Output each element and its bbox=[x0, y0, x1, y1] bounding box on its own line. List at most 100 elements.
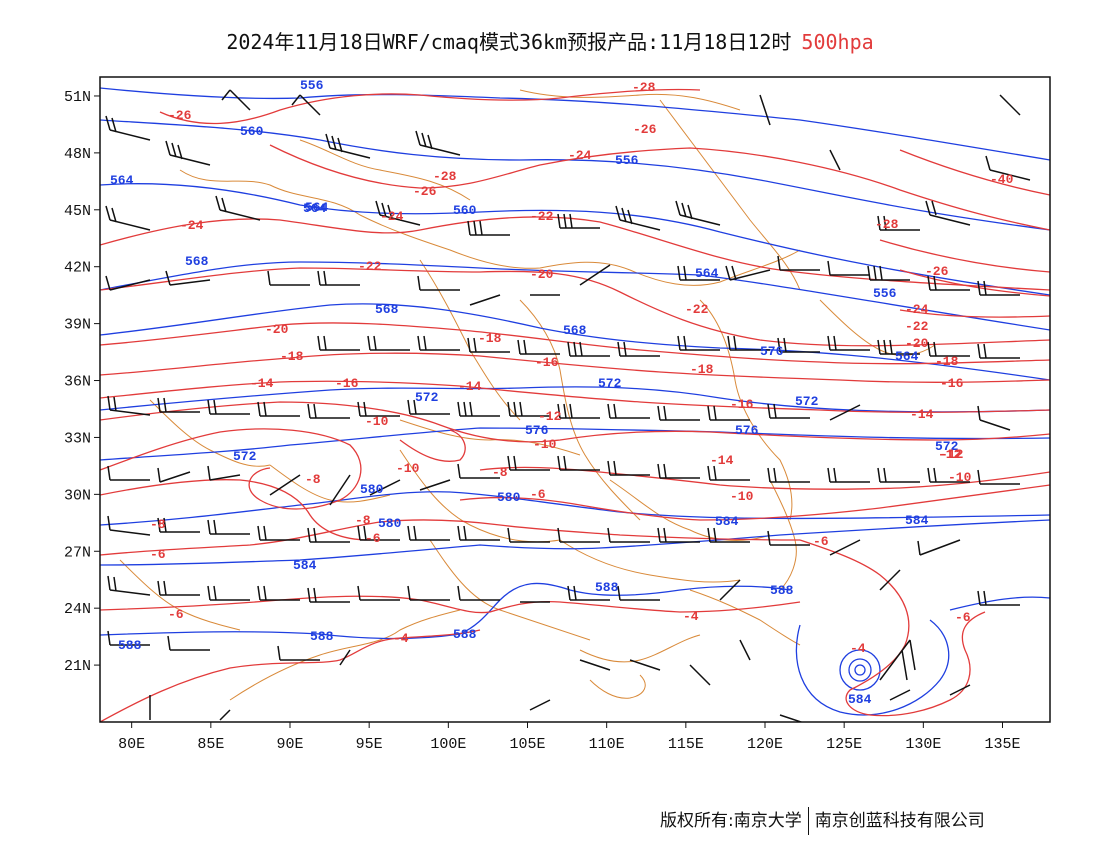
height-label: 588 bbox=[770, 583, 794, 598]
lat-tick-label: 27N bbox=[64, 544, 91, 561]
footer-left: 版权所有:南京大学 bbox=[660, 811, 802, 831]
lat-tick-label: 33N bbox=[64, 430, 91, 447]
height-label: 580 bbox=[497, 490, 521, 505]
lat-tick-label: 45N bbox=[64, 203, 91, 220]
temperature-label: -20 bbox=[905, 336, 929, 351]
height-label: 588 bbox=[595, 580, 619, 595]
temperature-label: -4 bbox=[850, 641, 866, 656]
temperature-label: -10 bbox=[396, 461, 420, 476]
temperature-label: -18 bbox=[478, 331, 502, 346]
temperature-label: -18 bbox=[690, 362, 714, 377]
temperature-label: -20 bbox=[530, 267, 554, 282]
lon-tick-label: 90E bbox=[276, 736, 303, 753]
lon-tick-label: 100E bbox=[430, 736, 466, 753]
height-label: 584 bbox=[715, 514, 739, 529]
height-label: 564 bbox=[895, 349, 919, 364]
temperature-label: -6 bbox=[530, 487, 546, 502]
temperature-label: -10 bbox=[365, 414, 389, 429]
height-label: 560 bbox=[240, 124, 264, 139]
temperature-label: -18 bbox=[935, 354, 959, 369]
lat-tick-label: 21N bbox=[64, 658, 91, 675]
height-label: 568 bbox=[563, 323, 587, 338]
height-label: 588 bbox=[118, 638, 142, 653]
temperature-label: -6 bbox=[365, 531, 381, 546]
lon-tick-label: 80E bbox=[118, 736, 145, 753]
lat-tick-label: 36N bbox=[64, 374, 91, 391]
wind-barbs bbox=[105, 89, 1031, 722]
temperature-label: -28 bbox=[433, 169, 457, 184]
temperature-label: -14 bbox=[710, 453, 734, 468]
temperature-label: -10 bbox=[948, 470, 972, 485]
height-label: 572 bbox=[415, 390, 439, 405]
height-label: 584 bbox=[293, 558, 317, 573]
lon-tick-label: 130E bbox=[905, 736, 941, 753]
temperature-label: -4 bbox=[683, 609, 699, 624]
temperature-label: -24 bbox=[568, 148, 592, 163]
temperature-label: -18 bbox=[280, 349, 304, 364]
temperature-label: -10 bbox=[533, 437, 557, 452]
height-label: 572 bbox=[233, 449, 257, 464]
height-label: 580 bbox=[360, 482, 384, 497]
height-label: 564 bbox=[303, 201, 327, 216]
temperature-label: -24 bbox=[905, 302, 929, 317]
height-label: 576 bbox=[525, 423, 549, 438]
height-label: 588 bbox=[310, 629, 334, 644]
height-label: 568 bbox=[185, 254, 209, 269]
temperature-label: -20 bbox=[265, 322, 289, 337]
temperature-label: -14 bbox=[458, 379, 482, 394]
footer-right: 南京创蓝科技有限公司 bbox=[814, 811, 985, 831]
lon-tick-label: 95E bbox=[356, 736, 383, 753]
temperature-label: -22 bbox=[358, 259, 382, 274]
height-label: 572 bbox=[598, 376, 622, 391]
lon-tick-label: 105E bbox=[509, 736, 545, 753]
map-frame bbox=[99, 76, 1051, 723]
height-label: 584 bbox=[905, 513, 929, 528]
temperature-label: -16 bbox=[730, 397, 754, 412]
height-label: 564 bbox=[695, 266, 719, 281]
height-label: 580 bbox=[378, 516, 402, 531]
temperature-label: -14 bbox=[250, 376, 274, 391]
temperature-label: -6 bbox=[168, 607, 184, 622]
temperature-label: -8 bbox=[492, 465, 508, 480]
temperature-label: -14 bbox=[910, 407, 934, 422]
temperature-label: -24 bbox=[380, 209, 404, 224]
lat-tick-label: 24N bbox=[64, 601, 91, 618]
temperature-label: -16 bbox=[535, 355, 559, 370]
footer-separator bbox=[807, 807, 809, 835]
temperature-label: -26 bbox=[925, 264, 949, 279]
temperature-label: -26 bbox=[413, 184, 437, 199]
map-title: 2024年11月18日WRF/cmaq模式36km预报产品:11月18日12时 5… bbox=[0, 26, 1100, 55]
height-label: 556 bbox=[615, 153, 639, 168]
copyright-footer: 版权所有:南京大学 南京创蓝科技有限公司 bbox=[660, 806, 985, 835]
lon-tick-label: 110E bbox=[589, 736, 625, 753]
lon-tick-label: 135E bbox=[984, 736, 1020, 753]
temperature-label: -26 bbox=[168, 108, 192, 123]
temperature-label: -12 bbox=[538, 409, 562, 424]
temperature-labels: -26 -28 -26 -24 -28 -26 -24 -22 -24 -22 … bbox=[150, 80, 1014, 656]
title-level: 500hpa bbox=[801, 30, 874, 54]
height-label: 560 bbox=[453, 203, 477, 218]
height-label: 584 bbox=[848, 692, 872, 707]
lat-tick-label: 48N bbox=[64, 146, 91, 163]
height-label: 564 bbox=[305, 200, 329, 215]
lon-tick-label: 120E bbox=[747, 736, 783, 753]
lon-tick-label: 115E bbox=[668, 736, 704, 753]
lat-tick-label: 30N bbox=[64, 487, 91, 504]
temperature-label: -24 bbox=[180, 218, 204, 233]
temperature-label: -8 bbox=[355, 513, 371, 528]
lat-tick-label: 42N bbox=[64, 260, 91, 277]
height-label: 576 bbox=[735, 423, 759, 438]
height-label: 588 bbox=[453, 627, 477, 642]
lat-tick-label: 39N bbox=[64, 317, 91, 334]
longitude-axis: 80E 85E 90E 95E 100E 105E 110E 115E 120E 125E 130E… bbox=[118, 722, 1021, 753]
height-label: 556 bbox=[873, 286, 897, 301]
height-label: 568 bbox=[375, 302, 399, 317]
latitude-axis: 51N 48N 45N 42N 39N 36N 33N 30N 27N 24N 21N bbox=[64, 89, 100, 675]
temperature-label: -16 bbox=[940, 376, 964, 391]
lon-tick-label: 125E bbox=[826, 736, 862, 753]
height-labels: 556 560 564 556 568 564 564 568 568 572 … bbox=[110, 78, 959, 707]
temperature-label: -40 bbox=[990, 172, 1014, 187]
temperature-label: -28 bbox=[875, 217, 899, 232]
temperature-contours bbox=[100, 88, 1050, 722]
